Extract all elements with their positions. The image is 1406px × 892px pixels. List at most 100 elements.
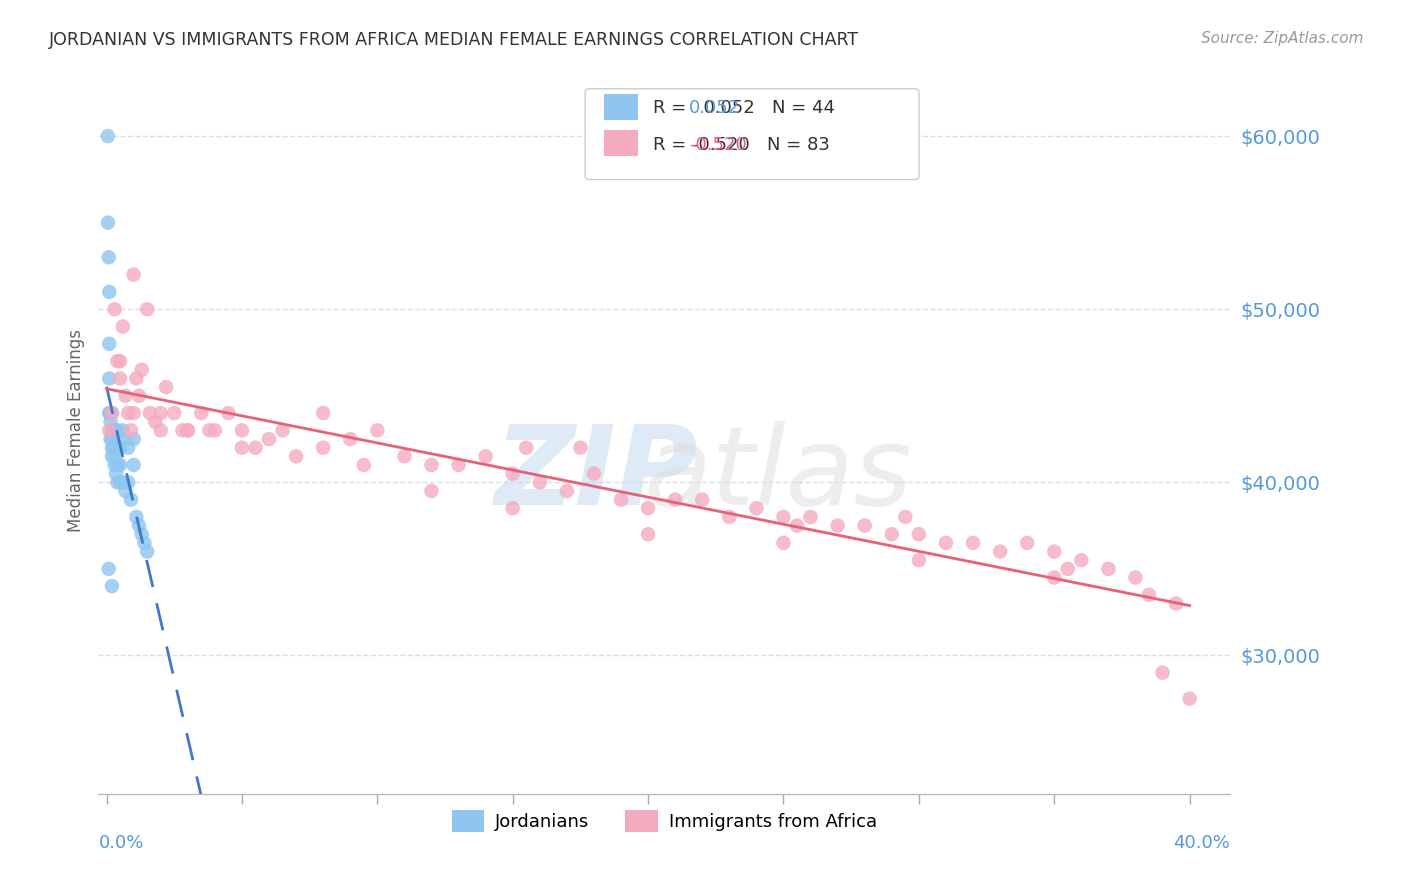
Text: ZIP: ZIP bbox=[495, 420, 699, 527]
Legend: Jordanians, Immigrants from Africa: Jordanians, Immigrants from Africa bbox=[444, 803, 884, 839]
Point bbox=[105, 458, 128, 472]
Point bbox=[101, 441, 124, 455]
Point bbox=[827, 518, 849, 533]
Text: R = -0.520   N = 83: R = -0.520 N = 83 bbox=[652, 136, 830, 154]
Point bbox=[98, 406, 121, 420]
Text: JORDANIAN VS IMMIGRANTS FROM AFRICA MEDIAN FEMALE EARNINGS CORRELATION CHART: JORDANIAN VS IMMIGRANTS FROM AFRICA MEDI… bbox=[49, 31, 859, 49]
Point bbox=[569, 441, 592, 455]
Point bbox=[104, 302, 127, 317]
Text: 40.0%: 40.0% bbox=[1174, 834, 1230, 852]
Point bbox=[101, 432, 124, 446]
Point bbox=[114, 389, 136, 403]
Point bbox=[105, 354, 128, 368]
Point bbox=[101, 579, 124, 593]
Text: 0.052: 0.052 bbox=[689, 99, 741, 118]
Point bbox=[97, 216, 120, 230]
Point bbox=[1097, 562, 1119, 576]
Point bbox=[104, 424, 127, 438]
Point bbox=[515, 441, 537, 455]
Point bbox=[745, 501, 768, 516]
Point bbox=[125, 510, 148, 524]
Point bbox=[894, 510, 917, 524]
Point bbox=[98, 371, 121, 385]
Point bbox=[353, 458, 375, 472]
Point bbox=[114, 432, 136, 446]
Point bbox=[139, 406, 162, 420]
Point bbox=[163, 406, 186, 420]
Point bbox=[177, 424, 200, 438]
Point bbox=[555, 483, 578, 498]
Point bbox=[1152, 665, 1174, 680]
Point bbox=[122, 458, 145, 472]
Text: 0.0%: 0.0% bbox=[98, 834, 143, 852]
Point bbox=[772, 510, 794, 524]
Point bbox=[1070, 553, 1092, 567]
Point bbox=[120, 424, 142, 438]
Point bbox=[231, 441, 253, 455]
Point bbox=[128, 518, 150, 533]
Point bbox=[98, 285, 121, 299]
Point bbox=[420, 483, 443, 498]
Point bbox=[257, 432, 280, 446]
Point bbox=[149, 424, 172, 438]
FancyBboxPatch shape bbox=[605, 94, 638, 120]
Point bbox=[98, 406, 121, 420]
Point bbox=[101, 424, 124, 438]
Point bbox=[136, 302, 159, 317]
Point bbox=[101, 406, 124, 420]
Point bbox=[101, 406, 124, 420]
Point bbox=[502, 467, 524, 481]
Point bbox=[1164, 597, 1187, 611]
Point bbox=[105, 441, 128, 455]
Point bbox=[125, 371, 148, 385]
Point bbox=[637, 527, 659, 541]
Point bbox=[100, 432, 122, 446]
Point bbox=[111, 424, 134, 438]
Point bbox=[908, 527, 931, 541]
Point bbox=[312, 406, 335, 420]
Point bbox=[143, 415, 166, 429]
Point bbox=[128, 389, 150, 403]
Point bbox=[155, 380, 177, 394]
Point bbox=[97, 562, 120, 576]
Point bbox=[582, 467, 605, 481]
Point bbox=[172, 424, 194, 438]
Point bbox=[136, 544, 159, 558]
Point bbox=[117, 475, 139, 490]
Point bbox=[664, 492, 686, 507]
Point bbox=[103, 441, 125, 455]
Point bbox=[1017, 536, 1039, 550]
Point bbox=[111, 475, 134, 490]
Point bbox=[97, 129, 120, 144]
Point bbox=[97, 250, 120, 264]
Point bbox=[108, 441, 131, 455]
Point bbox=[962, 536, 984, 550]
Point bbox=[1056, 562, 1078, 576]
Point bbox=[1043, 544, 1066, 558]
Point bbox=[122, 406, 145, 420]
Point bbox=[100, 415, 122, 429]
Point bbox=[104, 441, 127, 455]
Point bbox=[312, 441, 335, 455]
Point bbox=[108, 354, 131, 368]
Point bbox=[502, 501, 524, 516]
Text: R =   0.052   N = 44: R = 0.052 N = 44 bbox=[652, 99, 835, 118]
Point bbox=[177, 424, 200, 438]
Point bbox=[149, 406, 172, 420]
Point bbox=[108, 458, 131, 472]
FancyBboxPatch shape bbox=[585, 88, 920, 179]
Point bbox=[104, 458, 127, 472]
Point bbox=[718, 510, 741, 524]
Point bbox=[98, 424, 121, 438]
Point bbox=[988, 544, 1011, 558]
Point bbox=[198, 424, 221, 438]
Point bbox=[190, 406, 212, 420]
Point bbox=[420, 458, 443, 472]
Point bbox=[474, 450, 496, 464]
Point bbox=[285, 450, 308, 464]
Point bbox=[117, 441, 139, 455]
Text: atlas: atlas bbox=[643, 420, 912, 527]
Point bbox=[271, 424, 294, 438]
Text: -0.520: -0.520 bbox=[689, 136, 747, 154]
Point bbox=[122, 268, 145, 282]
